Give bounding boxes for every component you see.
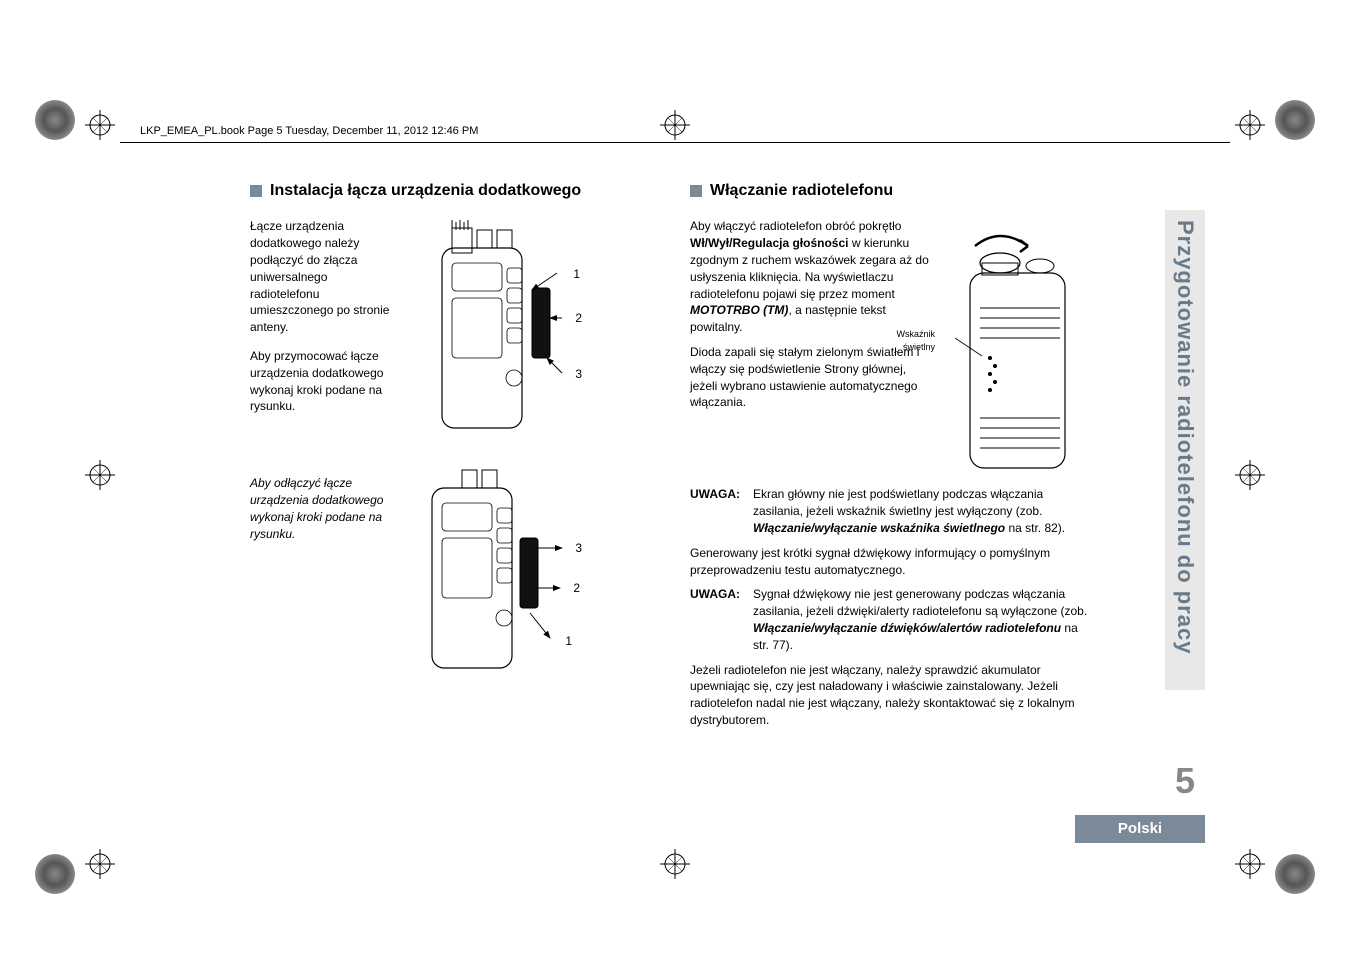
print-corner-tr xyxy=(1275,100,1315,140)
right-p2: Dioda zapali się stałym zielonym światłe… xyxy=(690,344,930,411)
intro-brand: MOTOTRBO (TM) xyxy=(690,303,788,317)
note-text: Sygnał dźwiękowy nie jest generowany pod… xyxy=(753,586,1090,653)
left-text-block: Łącze urządzenia dodatkowego należy podł… xyxy=(250,218,400,678)
crop-mark xyxy=(1235,110,1265,140)
note-1: UWAGA: Ekran główny nie jest podświetlan… xyxy=(690,486,1090,536)
page-header: LKP_EMEA_PL.book Page 5 Tuesday, Decembe… xyxy=(140,125,478,137)
section-title-left: Instalacja łącza urządzenia dodatkowego xyxy=(270,180,581,202)
left-p2: Aby przymocować łącze urządzenia dodatko… xyxy=(250,348,400,415)
print-corner-bl xyxy=(35,854,75,894)
left-p1: Łącze urządzenia dodatkowego należy podł… xyxy=(250,218,400,336)
intro-bold: Wł/Wył/Regulacja głośności xyxy=(690,236,848,250)
header-rule xyxy=(120,142,1230,143)
note-label: UWAGA: xyxy=(690,486,745,536)
side-tab: Przygotowanie radiotelefonu do pracy xyxy=(1165,210,1205,690)
left-column: Instalacja łącza urządzenia dodatkowego … xyxy=(250,180,650,860)
radio-attach-diagram: 1 2 3 xyxy=(412,218,592,438)
note-label: UWAGA: xyxy=(690,586,745,653)
right-column: Włączanie radiotelefonu Aby włączyć radi… xyxy=(690,180,1090,860)
crop-mark xyxy=(660,110,690,140)
diagram-label: 1 xyxy=(565,633,572,650)
diagram-label: 3 xyxy=(575,540,582,557)
crop-mark xyxy=(85,460,115,490)
page-number: 5 xyxy=(1165,760,1205,802)
section-title-right: Włączanie radiotelefonu xyxy=(710,180,893,202)
radio-power-diagram: Wskaźnik świetlny xyxy=(940,218,1090,478)
section-marker-icon xyxy=(690,185,702,197)
right-p3: Generowany jest krótki sygnał dźwiękowy … xyxy=(690,545,1090,579)
indicator-label: Wskaźnik świetlny xyxy=(890,328,935,353)
diagram-label: 3 xyxy=(575,366,582,383)
crop-mark xyxy=(85,849,115,879)
right-p4: Jeżeli radiotelefon nie jest włączany, n… xyxy=(690,662,1090,729)
right-intro: Aby włączyć radiotelefon obróć pokrętło … xyxy=(690,218,930,336)
intro-text: Aby włączyć radiotelefon obróć pokrętło xyxy=(690,219,901,233)
note-text: Ekran główny nie jest podświetlany podcz… xyxy=(753,486,1090,536)
radio-detach-diagram: 3 2 1 xyxy=(412,458,592,678)
diagram-label: 1 xyxy=(573,266,580,283)
content-area: Instalacja łącza urządzenia dodatkowego … xyxy=(250,180,1090,860)
section-heading-left: Instalacja łącza urządzenia dodatkowego xyxy=(250,180,650,202)
print-corner-tl xyxy=(35,100,75,140)
diagram-label: 2 xyxy=(575,310,582,327)
crop-mark xyxy=(1235,849,1265,879)
print-corner-br xyxy=(1275,854,1315,894)
left-p3: Aby odłączyć łącze urządzenia dodatkoweg… xyxy=(250,475,400,542)
language-tab: Polski xyxy=(1075,815,1205,843)
crop-mark xyxy=(1235,460,1265,490)
section-marker-icon xyxy=(250,185,262,197)
diagram-label: 2 xyxy=(573,580,580,597)
note-2: UWAGA: Sygnał dźwiękowy nie jest generow… xyxy=(690,586,1090,653)
page-number-box: 5 xyxy=(1165,760,1205,810)
crop-mark xyxy=(85,110,115,140)
side-tab-text: Przygotowanie radiotelefonu do pracy xyxy=(1172,220,1198,655)
section-heading-right: Włączanie radiotelefonu xyxy=(690,180,1090,202)
